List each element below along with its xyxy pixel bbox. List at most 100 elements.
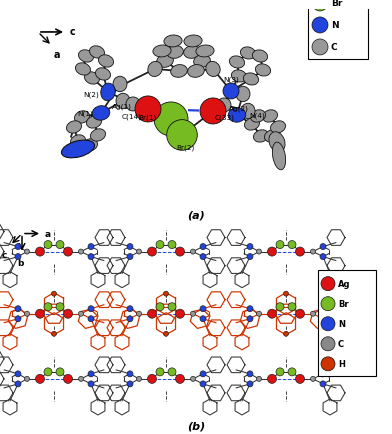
Ellipse shape <box>272 143 286 171</box>
Bar <box>318 270 376 376</box>
Text: c: c <box>70 27 76 37</box>
Circle shape <box>78 312 83 316</box>
Circle shape <box>15 254 21 260</box>
Circle shape <box>56 241 64 249</box>
Circle shape <box>136 377 142 381</box>
Circle shape <box>51 292 56 296</box>
Ellipse shape <box>184 46 200 59</box>
Circle shape <box>168 241 176 249</box>
Circle shape <box>247 244 253 250</box>
Ellipse shape <box>82 139 98 152</box>
Circle shape <box>15 381 21 387</box>
Text: Ag(2): Ag(2) <box>229 105 249 112</box>
Text: H: H <box>338 359 345 368</box>
Text: C: C <box>338 339 344 349</box>
Text: N(4): N(4) <box>249 112 265 119</box>
Circle shape <box>64 247 73 256</box>
Ellipse shape <box>270 122 285 134</box>
Ellipse shape <box>171 66 187 78</box>
Text: b: b <box>31 0 38 1</box>
Bar <box>308 0 368 60</box>
Ellipse shape <box>153 46 171 58</box>
Text: Br: Br <box>338 299 348 309</box>
Circle shape <box>200 99 226 125</box>
Circle shape <box>88 254 94 260</box>
Text: C(33): C(33) <box>215 115 235 121</box>
Circle shape <box>56 303 64 311</box>
Circle shape <box>127 254 133 260</box>
Circle shape <box>78 377 83 381</box>
Text: N(2): N(2) <box>83 92 99 98</box>
Text: Br: Br <box>331 0 342 8</box>
Ellipse shape <box>188 66 204 78</box>
Ellipse shape <box>113 77 127 92</box>
Circle shape <box>135 97 161 123</box>
Ellipse shape <box>243 74 259 86</box>
Circle shape <box>247 381 253 387</box>
Ellipse shape <box>157 56 173 68</box>
Circle shape <box>147 247 156 256</box>
Circle shape <box>127 244 133 250</box>
Circle shape <box>247 371 253 377</box>
Ellipse shape <box>67 122 82 134</box>
Circle shape <box>127 316 133 322</box>
Circle shape <box>147 309 156 319</box>
Circle shape <box>320 316 326 322</box>
Ellipse shape <box>194 56 211 68</box>
Text: c: c <box>2 250 7 259</box>
Circle shape <box>88 244 94 250</box>
Ellipse shape <box>263 111 278 123</box>
Ellipse shape <box>223 84 239 100</box>
Circle shape <box>310 250 316 254</box>
Circle shape <box>136 312 142 316</box>
Circle shape <box>267 247 276 256</box>
Circle shape <box>24 312 29 316</box>
Circle shape <box>64 375 73 384</box>
Ellipse shape <box>78 51 94 63</box>
Circle shape <box>15 244 21 250</box>
Circle shape <box>256 250 261 254</box>
Circle shape <box>247 316 253 322</box>
Ellipse shape <box>241 104 255 119</box>
Circle shape <box>200 316 206 322</box>
Ellipse shape <box>206 62 220 77</box>
Circle shape <box>200 381 206 387</box>
Circle shape <box>56 368 64 376</box>
Circle shape <box>320 371 326 377</box>
Circle shape <box>200 371 206 377</box>
Circle shape <box>156 303 164 311</box>
Circle shape <box>256 377 261 381</box>
Circle shape <box>320 254 326 260</box>
Circle shape <box>296 375 305 384</box>
Text: N(3): N(3) <box>223 76 239 83</box>
Circle shape <box>156 368 164 376</box>
Circle shape <box>191 377 196 381</box>
Ellipse shape <box>98 56 114 68</box>
Text: (b): (b) <box>187 421 205 431</box>
Circle shape <box>320 381 326 387</box>
Circle shape <box>24 250 29 254</box>
Circle shape <box>200 306 206 312</box>
Circle shape <box>156 241 164 249</box>
Ellipse shape <box>252 51 268 63</box>
Text: Ag: Ag <box>338 279 350 289</box>
Circle shape <box>312 18 328 34</box>
Circle shape <box>15 316 21 322</box>
Circle shape <box>15 306 21 312</box>
Ellipse shape <box>71 135 85 148</box>
Ellipse shape <box>92 106 110 121</box>
Ellipse shape <box>101 84 115 102</box>
Circle shape <box>267 309 276 319</box>
Circle shape <box>276 368 284 376</box>
Circle shape <box>283 292 289 296</box>
Text: N: N <box>338 319 345 329</box>
Ellipse shape <box>228 108 246 123</box>
Text: N(1): N(1) <box>77 110 93 117</box>
Circle shape <box>88 316 94 322</box>
Circle shape <box>191 312 196 316</box>
Text: a: a <box>54 50 60 60</box>
Circle shape <box>321 337 335 351</box>
Circle shape <box>154 103 188 137</box>
Circle shape <box>168 368 176 376</box>
Circle shape <box>163 292 169 296</box>
